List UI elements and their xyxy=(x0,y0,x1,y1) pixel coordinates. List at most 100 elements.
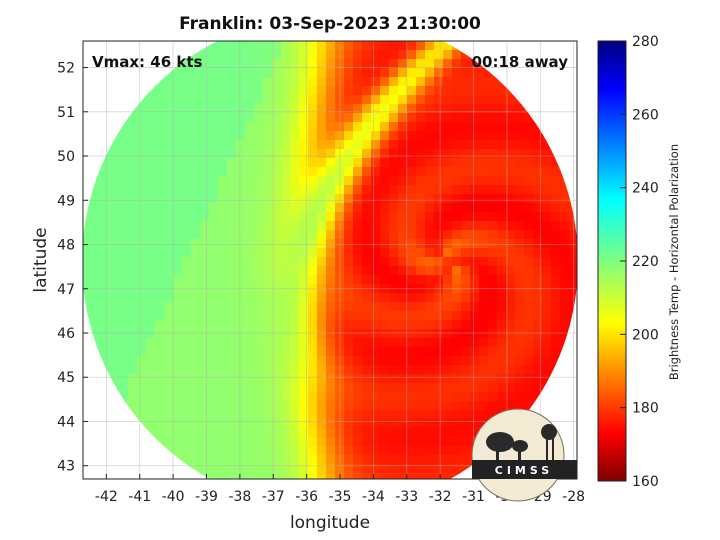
swath-cell xyxy=(110,212,120,222)
swath-cell xyxy=(119,257,129,267)
swath-cell xyxy=(173,347,183,357)
swath-cell xyxy=(209,302,219,312)
swath-cell xyxy=(461,275,471,285)
swath-cell xyxy=(245,329,255,339)
swath-cell xyxy=(245,203,255,213)
swath-cell xyxy=(461,365,471,375)
swath-cell xyxy=(362,311,372,321)
swath-cell xyxy=(218,212,228,222)
swath-cell xyxy=(560,293,570,303)
swath-cell xyxy=(353,113,363,123)
swath-cell xyxy=(137,293,147,303)
swath-cell xyxy=(128,293,138,303)
swath-cell xyxy=(245,158,255,168)
swath-cell xyxy=(515,392,525,402)
swath-cell xyxy=(362,248,372,258)
swath-cell xyxy=(200,329,210,339)
swath-cell xyxy=(110,302,120,312)
swath-cell xyxy=(281,86,291,96)
swath-cell xyxy=(452,104,462,114)
swath-cell xyxy=(146,428,156,438)
swath-cell xyxy=(254,176,264,186)
swath-cell xyxy=(344,239,354,249)
swath-cell xyxy=(506,248,516,258)
swath-cell xyxy=(263,446,273,456)
swath-cell xyxy=(452,401,462,411)
swath-cell xyxy=(272,167,282,177)
swath-cell xyxy=(479,86,489,96)
swath-cell xyxy=(263,320,273,330)
swath-cell xyxy=(398,338,408,348)
swath-cell xyxy=(164,95,174,105)
swath-cell xyxy=(524,203,534,213)
swath-cell xyxy=(452,329,462,339)
swath-cell xyxy=(371,77,381,87)
swath-cell xyxy=(434,275,444,285)
swath-cell xyxy=(470,428,480,438)
swath-cell xyxy=(281,473,291,479)
swath-cell xyxy=(308,86,318,96)
swath-cell xyxy=(326,293,336,303)
swath-cell xyxy=(272,311,282,321)
swath-cell xyxy=(236,185,246,195)
swath-cell xyxy=(245,59,255,69)
swath-cell xyxy=(281,446,291,456)
swath-cell xyxy=(515,329,525,339)
swath-cell xyxy=(83,221,93,231)
swath-cell xyxy=(371,194,381,204)
swath-cell xyxy=(281,329,291,339)
swath-cell xyxy=(254,347,264,357)
swath-cell xyxy=(371,122,381,132)
swath-cell xyxy=(560,230,570,240)
swath-cell xyxy=(290,455,300,465)
swath-cell xyxy=(92,248,102,258)
swath-cell xyxy=(119,302,129,312)
swath-cell xyxy=(371,50,381,60)
swath-cell xyxy=(380,464,390,474)
swath-cell xyxy=(128,122,138,132)
swath-cell xyxy=(551,230,561,240)
swath-cell xyxy=(182,113,192,123)
swath-cell xyxy=(245,167,255,177)
swath-cell xyxy=(83,266,93,276)
swath-cell xyxy=(344,473,354,479)
swath-cell xyxy=(254,239,264,249)
swath-cell xyxy=(182,428,192,438)
swath-cell xyxy=(182,293,192,303)
swath-cell xyxy=(443,77,453,87)
swath-cell xyxy=(425,437,435,447)
swath-cell xyxy=(470,212,480,222)
swath-cell xyxy=(254,338,264,348)
swath-cell xyxy=(209,131,219,141)
swath-cell xyxy=(308,41,318,51)
swath-cell xyxy=(245,383,255,393)
swath-cell xyxy=(515,302,525,312)
swath-cell xyxy=(200,302,210,312)
swath-cell xyxy=(164,77,174,87)
swath-cell xyxy=(443,194,453,204)
swath-cell xyxy=(479,392,489,402)
swath-cell xyxy=(236,428,246,438)
swath-cell xyxy=(569,302,577,312)
swath-cell xyxy=(362,293,372,303)
swath-cell xyxy=(290,167,300,177)
swath-cell xyxy=(524,374,534,384)
swath-cell xyxy=(461,86,471,96)
swath-cell xyxy=(317,347,327,357)
swath-cell xyxy=(488,140,498,150)
swath-cell xyxy=(488,149,498,159)
swath-cell xyxy=(533,356,543,366)
swath-cell xyxy=(497,212,507,222)
swath-cell xyxy=(380,329,390,339)
swath-cell xyxy=(326,347,336,357)
swath-cell xyxy=(524,383,534,393)
swath-cell xyxy=(128,320,138,330)
swath-cell xyxy=(137,203,147,213)
swath-cell xyxy=(371,374,381,384)
swath-cell xyxy=(218,302,228,312)
swath-cell xyxy=(110,149,120,159)
swath-cell xyxy=(245,86,255,96)
swath-cell xyxy=(308,374,318,384)
swath-cell xyxy=(191,212,201,222)
swath-cell xyxy=(218,437,228,447)
